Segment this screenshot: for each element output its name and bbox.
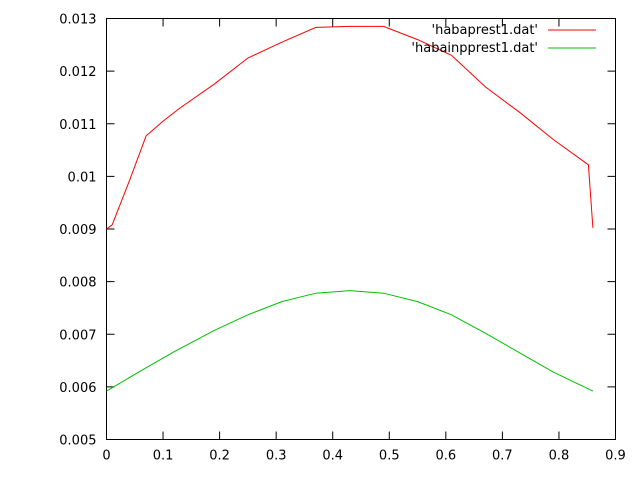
plot-frame xyxy=(106,18,616,440)
x-tick-label: 0.2 xyxy=(209,449,230,464)
y-tick-label: 0.01 xyxy=(68,170,97,185)
axis-tick-labels: 0 0.1 0.2 0.3 0.4 0.5 0.6 0.7 0.8 0.9 0.005 0.006 0.… xyxy=(59,13,626,464)
x-tick-label: 0.1 xyxy=(153,449,174,464)
y-tick-label: 0.008 xyxy=(59,276,96,291)
x-tick-label: 0.3 xyxy=(266,449,287,464)
legend: 'habaprest1.dat' 'habainpprest1.dat' xyxy=(411,23,596,56)
x-tick-label: 0.7 xyxy=(492,449,513,464)
y-tick-label: 0.013 xyxy=(59,13,96,28)
series-line-0 xyxy=(106,25,594,230)
y-tick-label: 0.005 xyxy=(59,434,96,449)
x-tick-label: 0.9 xyxy=(605,449,626,464)
x-tick-label: 0.4 xyxy=(322,449,343,464)
y-tick-label: 0.011 xyxy=(59,118,96,133)
x-tick-label: 0.8 xyxy=(549,449,570,464)
x-tick-label: 0 xyxy=(102,449,110,464)
x-tick-label: 0.6 xyxy=(435,449,456,464)
axis-ticks xyxy=(106,18,616,440)
series-lines xyxy=(106,25,594,392)
series-line-1 xyxy=(106,290,594,392)
y-tick-label: 0.007 xyxy=(59,328,96,343)
legend-label-habaprest1: 'habaprest1.dat' xyxy=(432,23,538,38)
legend-label-habainpprest1: 'habainpprest1.dat' xyxy=(411,41,538,56)
y-tick-label: 0.006 xyxy=(59,381,96,396)
y-tick-label: 0.012 xyxy=(59,65,96,80)
x-tick-label: 0.5 xyxy=(379,449,400,464)
y-tick-label: 0.009 xyxy=(59,223,96,238)
